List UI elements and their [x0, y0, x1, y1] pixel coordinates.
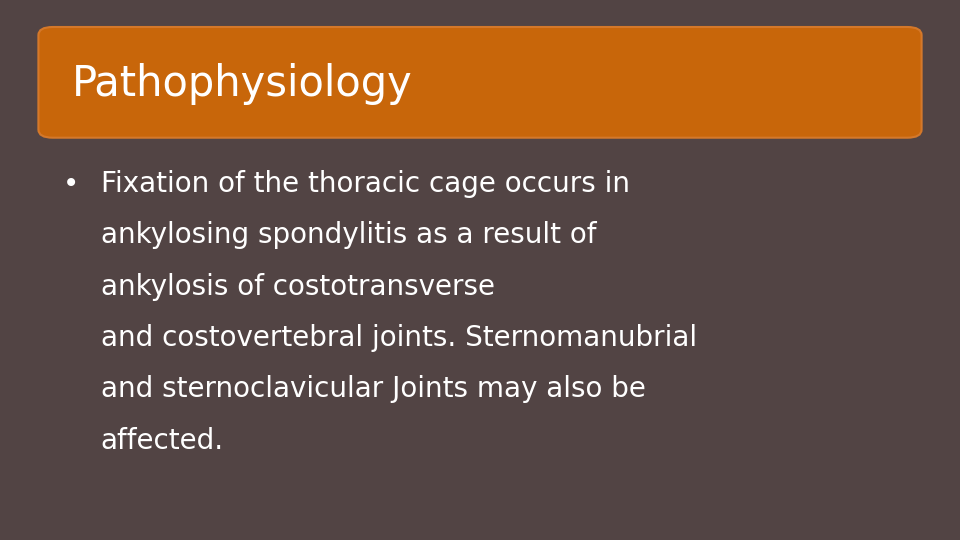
- Text: affected.: affected.: [101, 427, 224, 455]
- FancyBboxPatch shape: [38, 27, 922, 138]
- Text: Fixation of the thoracic cage occurs in: Fixation of the thoracic cage occurs in: [101, 170, 630, 198]
- Text: ankylosing spondylitis as a result of: ankylosing spondylitis as a result of: [101, 221, 596, 249]
- Text: and sternoclavicular Joints may also be: and sternoclavicular Joints may also be: [101, 375, 646, 403]
- Text: Pathophysiology: Pathophysiology: [72, 63, 413, 105]
- Text: and costovertebral joints. Sternomanubrial: and costovertebral joints. Sternomanubri…: [101, 324, 697, 352]
- Text: •: •: [62, 170, 79, 198]
- Text: ankylosis of costotransverse: ankylosis of costotransverse: [101, 273, 494, 301]
